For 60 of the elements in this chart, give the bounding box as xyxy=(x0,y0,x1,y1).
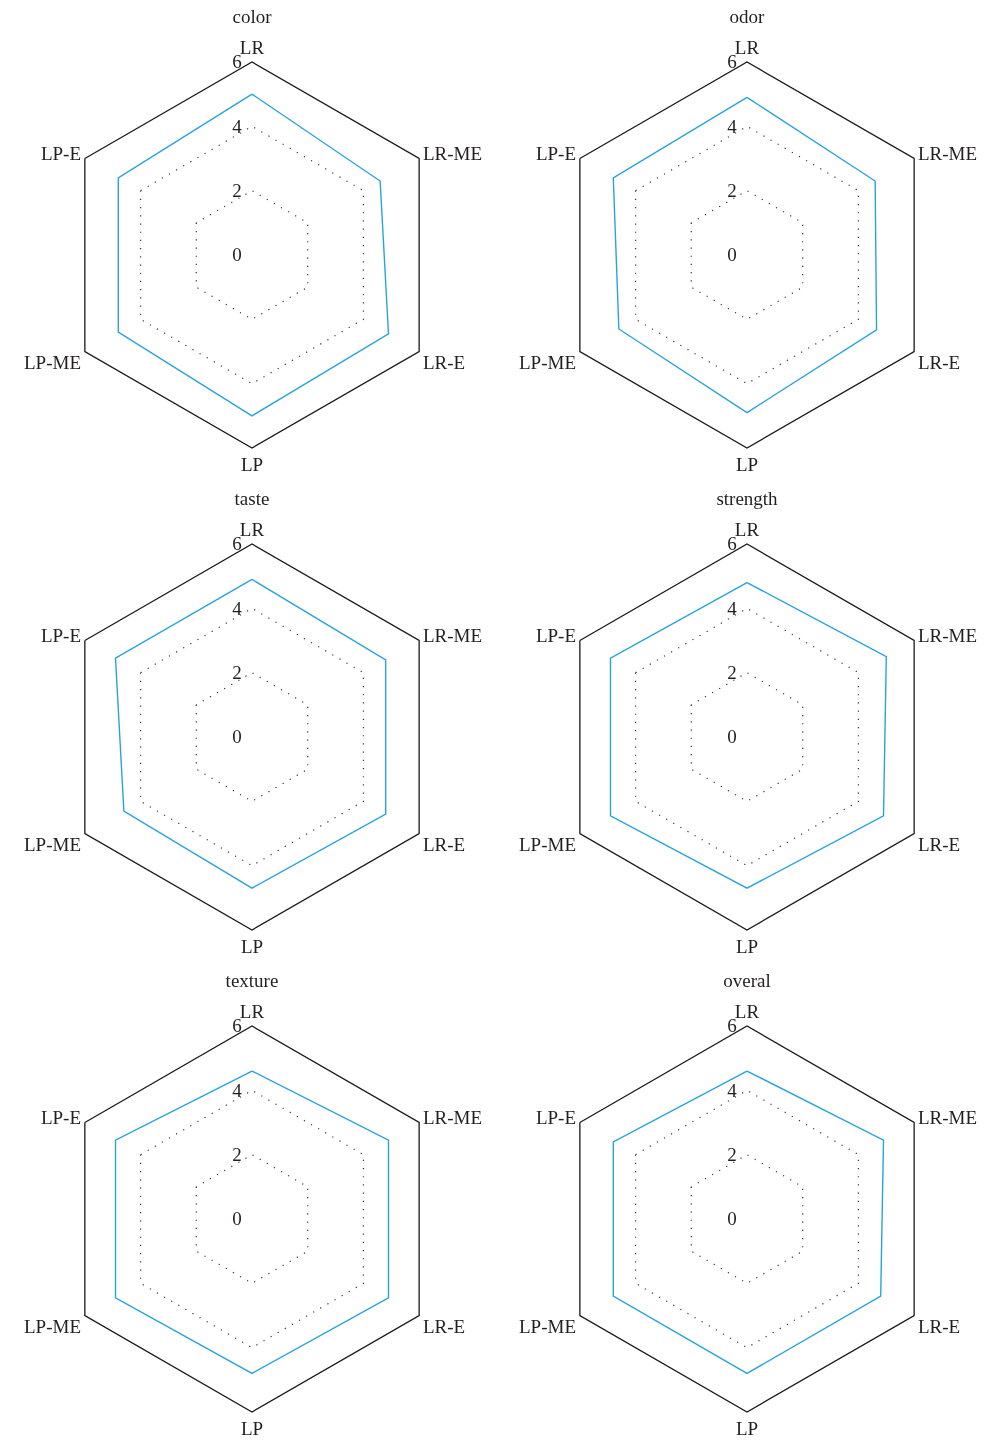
spoke-label: LP-E xyxy=(40,625,81,647)
y-tick-label: 2 xyxy=(232,1143,242,1165)
spoke-label: LP-ME xyxy=(24,833,81,855)
spoke-label: LP xyxy=(735,936,759,958)
chart-title: texture xyxy=(225,969,279,991)
y-tick-label: 6 xyxy=(727,51,737,73)
spoke-label: LR-E xyxy=(918,1315,961,1337)
spoke-label: LR-E xyxy=(918,833,961,855)
y-tick-label: 2 xyxy=(727,179,737,201)
spoke-label: LP xyxy=(240,454,264,476)
y-tick-label: 4 xyxy=(727,1079,738,1101)
spoke-label: LR-E xyxy=(423,1315,466,1337)
y-tick-label: 0 xyxy=(232,726,242,748)
y-tick-label: 2 xyxy=(232,661,242,683)
spoke-label: LR-E xyxy=(423,833,466,855)
y-tick-label: 6 xyxy=(727,1015,737,1037)
y-tick-label: 4 xyxy=(232,597,243,619)
y-tick-label: 4 xyxy=(232,115,243,137)
spoke-label: LR-ME xyxy=(423,625,483,647)
spoke-label: LP-ME xyxy=(24,351,81,373)
y-tick-label: 2 xyxy=(727,1143,737,1165)
y-tick-label: 0 xyxy=(232,244,242,266)
y-tick-label: 0 xyxy=(727,726,737,748)
chart-title: strength xyxy=(716,487,779,509)
chart-title: taste xyxy=(234,487,270,509)
spoke-label: LR-ME xyxy=(918,1107,978,1129)
spoke-label: LP-ME xyxy=(24,1315,81,1337)
chart-title: overal xyxy=(723,969,771,991)
spoke-label: LR-E xyxy=(423,351,466,373)
y-tick-label: 0 xyxy=(727,1208,737,1230)
y-tick-label: 6 xyxy=(727,533,737,555)
chart-title: odor xyxy=(729,5,766,27)
spoke-label: LP xyxy=(240,1418,264,1440)
y-tick-label: 6 xyxy=(232,51,242,73)
spoke-label: LP-E xyxy=(535,1107,576,1129)
y-tick-label: 6 xyxy=(232,533,242,555)
y-tick-label: 0 xyxy=(727,244,737,266)
spoke-label: LR-E xyxy=(918,351,961,373)
spoke-label: LP-E xyxy=(40,143,81,165)
spoke-label: LR-ME xyxy=(423,143,483,165)
spoke-label: LR-ME xyxy=(918,625,978,647)
spoke-label: LP-E xyxy=(535,143,576,165)
y-tick-label: 4 xyxy=(727,597,738,619)
spoke-label: LR-ME xyxy=(918,143,978,165)
y-tick-label: 0 xyxy=(232,1208,242,1230)
spoke-label: LP-E xyxy=(535,625,576,647)
spoke-label: LP-ME xyxy=(519,1315,576,1337)
spoke-label: LP xyxy=(735,454,759,476)
y-tick-label: 6 xyxy=(232,1015,242,1037)
spoke-label: LR-ME xyxy=(423,1107,483,1129)
y-tick-label: 4 xyxy=(232,1079,243,1101)
spoke-label: LP xyxy=(735,1418,759,1440)
spoke-label: LP-ME xyxy=(519,351,576,373)
spoke-label: LP-E xyxy=(40,1107,81,1129)
y-tick-label: 2 xyxy=(727,661,737,683)
y-tick-label: 4 xyxy=(727,115,738,137)
chart-title: color xyxy=(232,5,273,27)
spoke-label: LP-ME xyxy=(519,833,576,855)
y-tick-label: 2 xyxy=(232,179,242,201)
spoke-label: LP xyxy=(240,936,264,958)
